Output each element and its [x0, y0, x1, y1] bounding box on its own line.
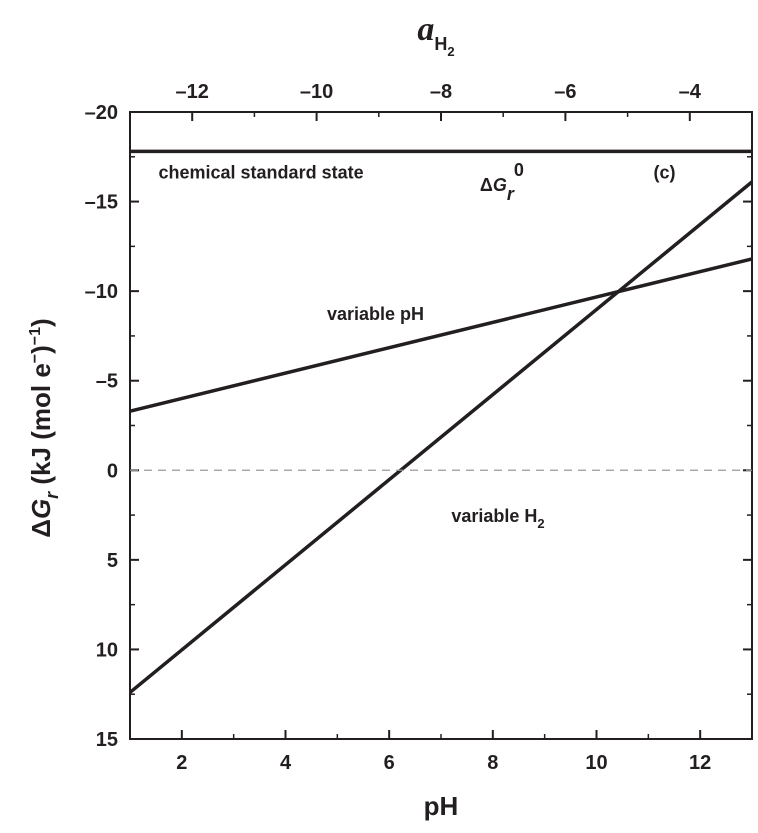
top-x-tick-label: –10	[300, 81, 333, 103]
top-x-tick-label: –4	[679, 81, 702, 103]
y-tick-label: –5	[96, 371, 118, 393]
x-tick-label: 4	[280, 752, 292, 774]
x-axis-title: pH	[424, 791, 459, 821]
x-tick-label: 10	[585, 752, 607, 774]
y-tick-label: –10	[85, 281, 118, 303]
y-axis-units-close: )	[26, 345, 56, 354]
top-x-axis-sub: H	[434, 34, 447, 54]
series-line-variable-h2	[128, 180, 754, 694]
series	[128, 149, 754, 694]
y-axis-symbol: G	[26, 499, 56, 519]
y-axis-sub: r	[42, 491, 62, 499]
y-axis-units-end: )	[26, 318, 56, 327]
y-tick-label: –15	[85, 192, 118, 214]
ticks	[129, 111, 753, 740]
annotation: variable H2	[451, 506, 544, 531]
y-axis-units-exp: −1	[27, 327, 44, 345]
x-tick-label: 6	[384, 752, 395, 774]
annotation: ΔGr0	[480, 160, 524, 204]
plot-frame	[129, 111, 753, 740]
x-tick-label: 12	[689, 752, 711, 774]
series-line-variable-ph	[129, 257, 753, 413]
annotation: chemical standard state	[159, 162, 364, 182]
annotation: (c)	[654, 162, 676, 182]
top-x-tick-label: –6	[554, 81, 576, 103]
top-x-tick-label: –8	[430, 81, 452, 103]
top-x-axis-title: aH2	[417, 11, 454, 59]
tick-labels: 2 4 6 8 10 12 –12 –10 –8 –6 –4 –20 –15 –10 –5 0 5 10 15	[85, 81, 712, 774]
y-tick-label: 0	[107, 460, 118, 482]
top-x-axis-subsub: 2	[447, 44, 454, 59]
x-tick-label: 8	[487, 752, 498, 774]
y-axis-delta: Δ	[26, 519, 56, 538]
top-x-axis-symbol: a	[417, 11, 434, 48]
y-tick-label: –20	[85, 102, 118, 124]
y-axis-units-minus: −	[27, 354, 44, 363]
y-tick-label: 15	[96, 729, 118, 751]
x-tick-label: 2	[176, 752, 187, 774]
annotation: variable pH	[327, 304, 424, 324]
y-axis-title: ΔGr (kJ (mol e−)−1)	[26, 318, 62, 537]
y-tick-label: 5	[107, 550, 118, 572]
top-x-tick-label: –12	[176, 81, 209, 103]
y-axis-units: (kJ (mol e	[26, 363, 56, 492]
y-tick-label: 10	[96, 639, 118, 661]
annotations: chemical standard state ΔGr0 (c) variable p…	[159, 160, 676, 531]
